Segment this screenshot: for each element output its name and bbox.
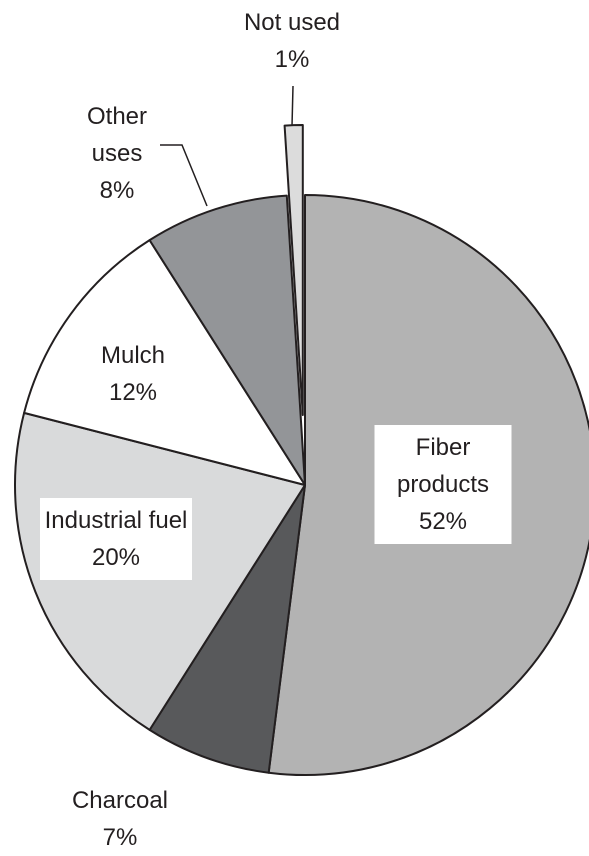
value-label: 1% xyxy=(274,46,310,73)
value-label: 12% xyxy=(108,379,158,406)
pie-slice xyxy=(148,194,306,486)
leader-line xyxy=(160,144,208,207)
category-label: Charcoal xyxy=(71,787,169,814)
value-label: 20% xyxy=(91,544,141,571)
slice-label: Mulch 12% xyxy=(73,337,193,411)
pie-slice xyxy=(23,239,306,486)
slice-label: Industrial fuel 20% xyxy=(40,498,192,580)
leader-line xyxy=(291,85,294,127)
slice-label: Other uses 8% xyxy=(72,98,162,209)
value-label: 52% xyxy=(418,508,468,535)
pie-slice xyxy=(283,124,304,417)
slice-label: Not used 1% xyxy=(222,4,362,78)
pie-slice xyxy=(148,484,306,774)
category-label: Other uses xyxy=(86,103,148,167)
category-label: Mulch xyxy=(100,342,166,369)
slice-label: Fiber products 52% xyxy=(374,425,512,544)
slice-label: Charcoal 7% xyxy=(50,782,190,856)
value-label: 8% xyxy=(99,177,135,204)
category-label: Fiber products xyxy=(396,434,490,498)
category-label: Industrial fuel xyxy=(44,507,188,534)
category-label: Not used xyxy=(243,9,341,36)
value-label: 7% xyxy=(102,824,138,851)
